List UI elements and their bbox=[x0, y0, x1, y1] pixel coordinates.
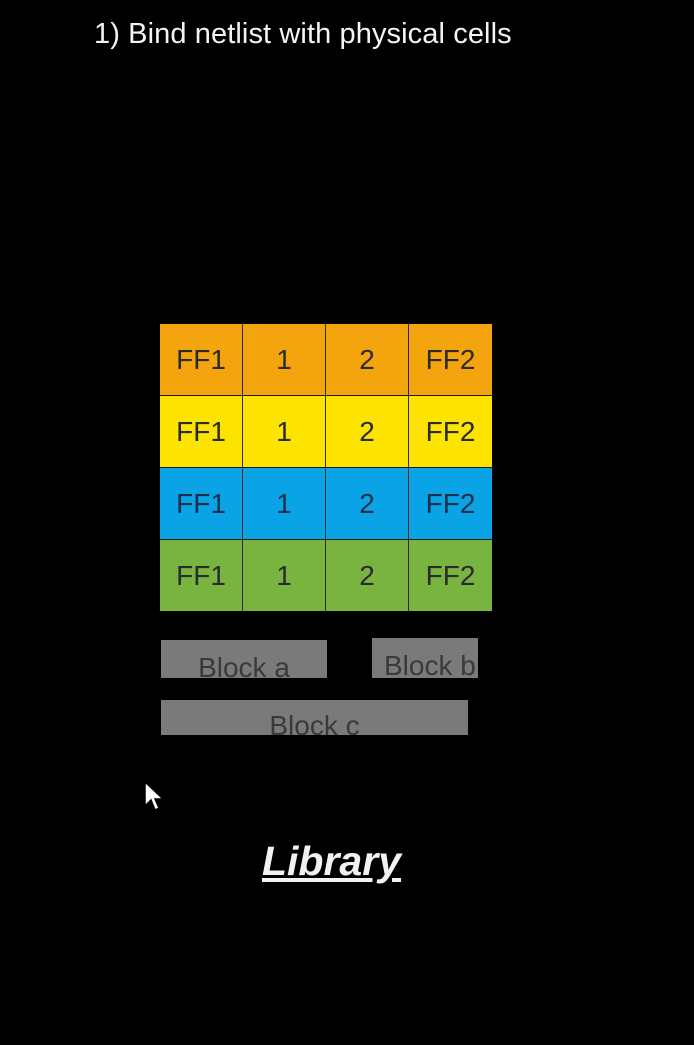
cell-ff2: FF2 bbox=[425, 559, 476, 591]
cell-grid: FF1 1 2 FF2 FF1 1 2 FF2 FF1 1 2 FF2 FF1 … bbox=[160, 324, 492, 611]
cell-1: 1 bbox=[243, 468, 326, 539]
block-b: Block b bbox=[372, 638, 478, 678]
cell-ff1: FF1 bbox=[160, 540, 243, 611]
library-label: Library bbox=[262, 838, 401, 884]
slide-heading: 1) Bind netlist with physical cells bbox=[94, 18, 512, 50]
cell-2: 2 bbox=[326, 468, 409, 539]
cell-ff1: FF1 bbox=[160, 396, 243, 467]
cell-row-orange: FF1 1 2 FF2 bbox=[160, 324, 492, 395]
cell-2: 2 bbox=[326, 540, 409, 611]
cell-row-green: FF1 1 2 FF2 bbox=[160, 539, 492, 611]
block-c: Block c bbox=[161, 700, 468, 735]
cell-2: 2 bbox=[326, 324, 409, 395]
cell-1: 1 bbox=[243, 396, 326, 467]
cell-ff2: FF2 bbox=[425, 343, 476, 375]
cell-1: 1 bbox=[243, 324, 326, 395]
cell-1: 1 bbox=[243, 540, 326, 611]
block-a: Block a bbox=[161, 640, 327, 678]
block-b-label: Block b bbox=[384, 650, 476, 678]
cell-ff1: FF1 bbox=[160, 468, 243, 539]
cell-row-yellow: FF1 1 2 FF2 bbox=[160, 395, 492, 467]
cell-ff2: FF2 bbox=[425, 415, 476, 447]
cell-row-blue: FF1 1 2 FF2 bbox=[160, 467, 492, 539]
block-a-label: Block a bbox=[198, 652, 290, 678]
block-c-label: Block c bbox=[269, 710, 360, 735]
cell-ff1: FF1 bbox=[160, 324, 243, 395]
cell-ff2: FF2 bbox=[425, 487, 476, 519]
mouse-pointer-icon bbox=[144, 780, 166, 818]
cell-2: 2 bbox=[326, 396, 409, 467]
